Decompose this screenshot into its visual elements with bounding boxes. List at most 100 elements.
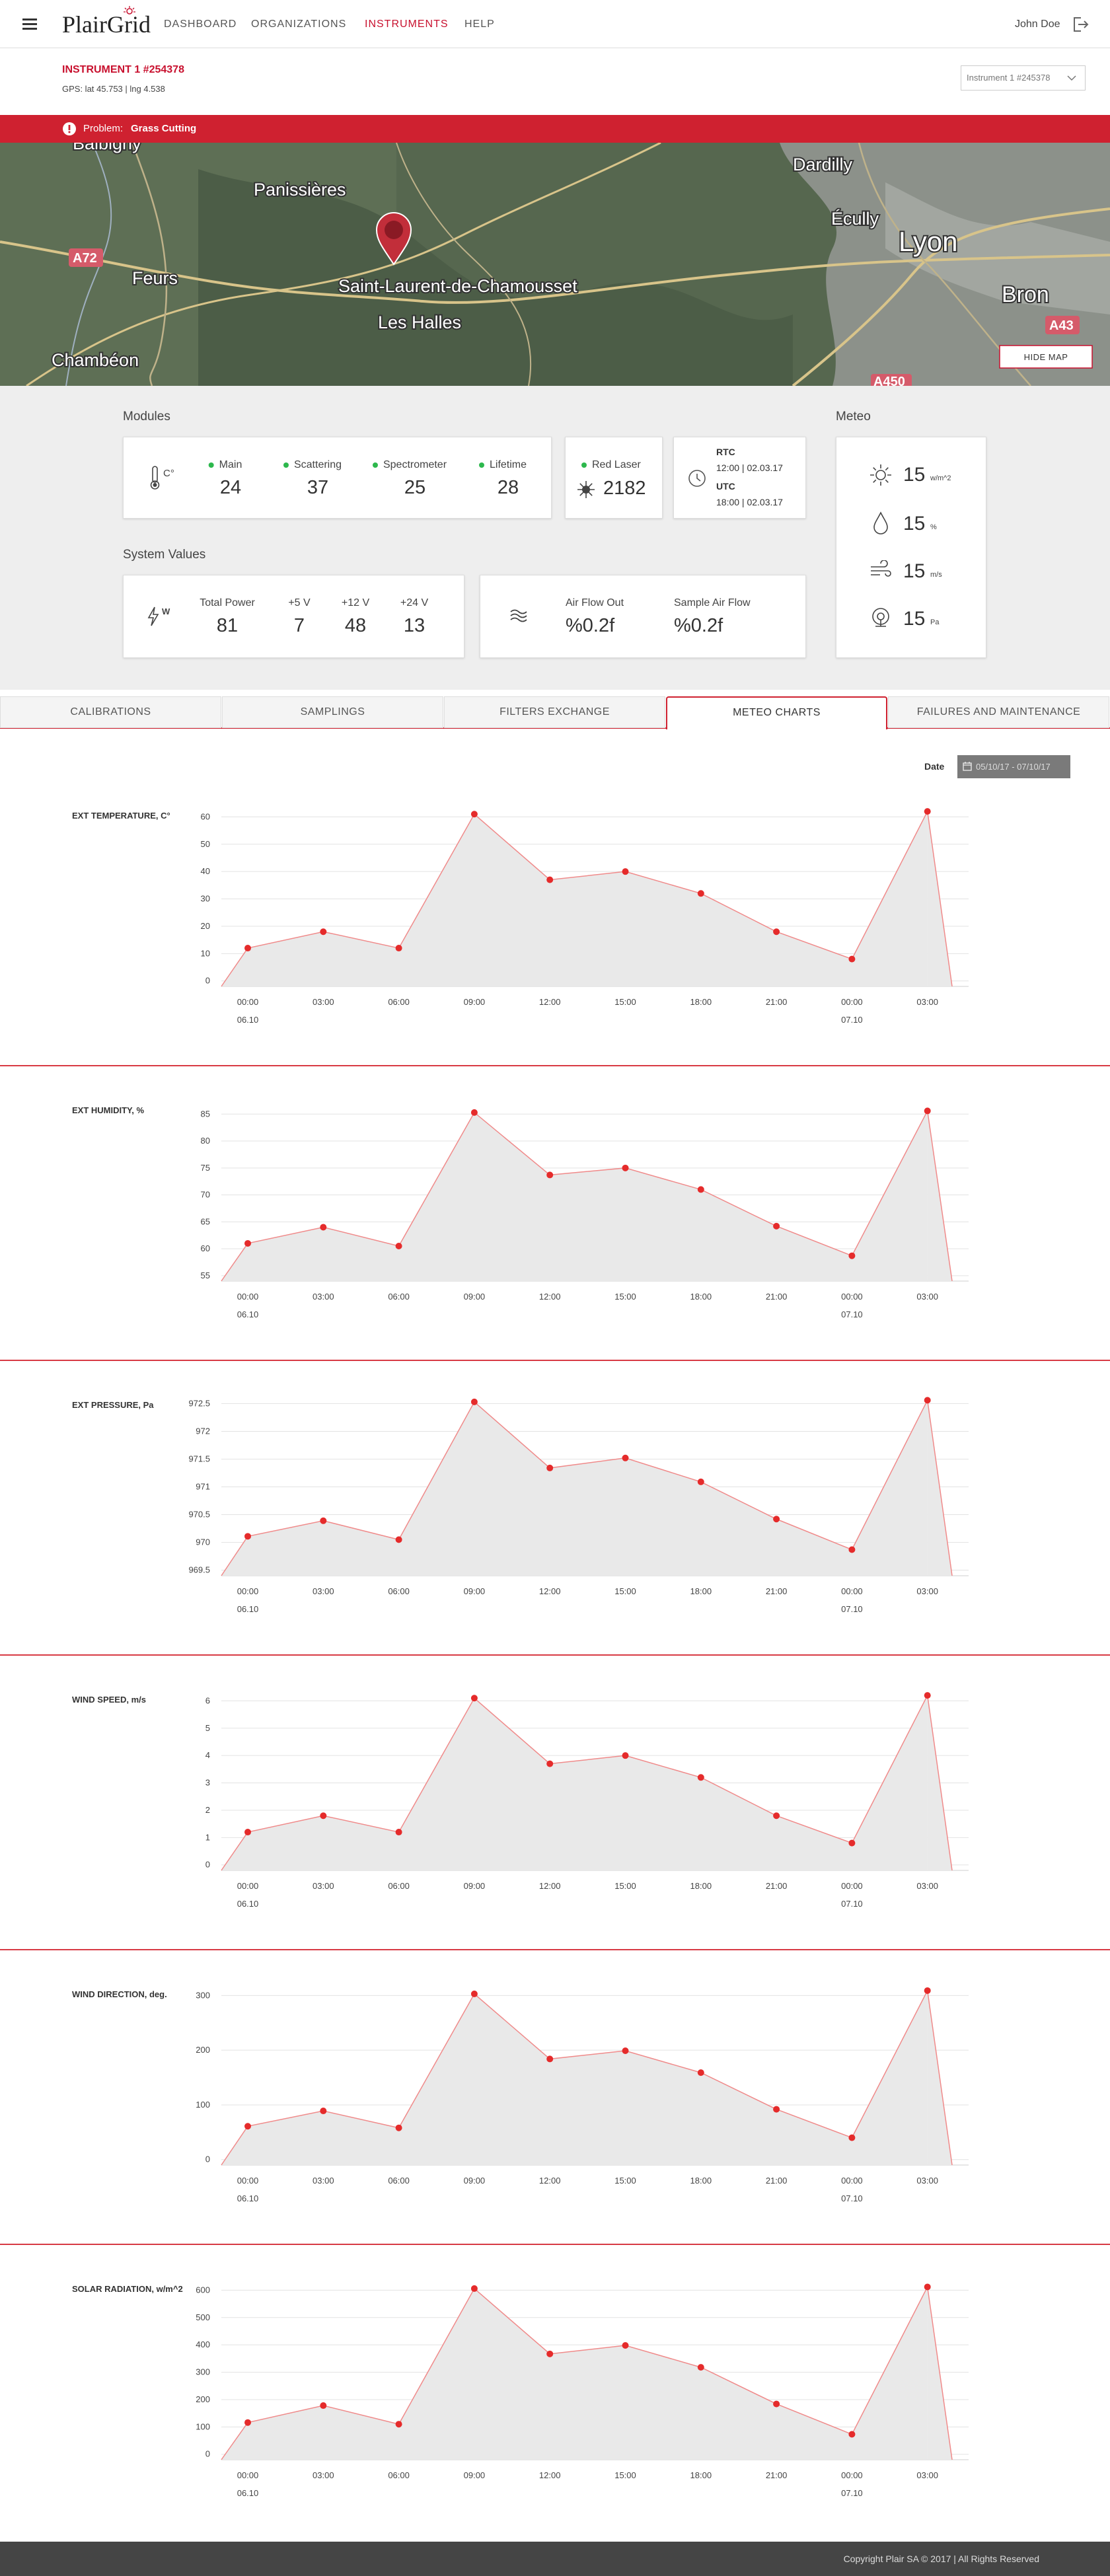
point xyxy=(320,2402,327,2410)
logout-icon[interactable] xyxy=(1072,16,1089,33)
point xyxy=(395,1829,402,1836)
instrument-select[interactable]: Instrument 1 #245378 xyxy=(961,65,1086,91)
x-tick-label: 21:00 xyxy=(766,2176,788,2186)
x-date-label: 07.10 xyxy=(841,2488,863,2498)
road-badge: A43 xyxy=(1049,318,1074,333)
label: Spectrometer xyxy=(383,459,447,470)
x-tick-label: 09:00 xyxy=(464,2176,486,2186)
x-tick-label: 09:00 xyxy=(464,1586,486,1596)
line-chart: 0 100 200 300 00:00 06.10 03:00 06:00 09:00 12:00… xyxy=(0,1987,1110,2245)
x-tick-label: 21:00 xyxy=(766,2470,788,2480)
status-dot xyxy=(581,462,587,468)
menu-icon[interactable] xyxy=(22,18,38,30)
flow-label: Sample Air Flow xyxy=(674,597,751,608)
nav-link[interactable]: ORGANIZATIONS xyxy=(251,18,347,30)
tab[interactable]: CALIBRATIONS xyxy=(0,696,221,728)
x-tick-label: 00:00 xyxy=(841,997,863,1007)
y-tick-label: 6 xyxy=(205,1695,210,1705)
point xyxy=(244,1239,251,1247)
user-name[interactable]: John Doe xyxy=(1015,18,1060,30)
hide-map-button[interactable] xyxy=(999,345,1093,369)
x-tick-label: 03:00 xyxy=(916,1292,938,1302)
x-tick-label: 09:00 xyxy=(464,997,486,1007)
point xyxy=(244,2419,251,2426)
clock-value: 12:00 | 02.03.17 xyxy=(716,462,783,473)
point xyxy=(622,868,629,875)
footer: Copyright Plair SA © 2017 | All Rights R… xyxy=(0,2542,1110,2576)
x-date-label: 07.10 xyxy=(841,1899,863,1909)
point xyxy=(848,2431,856,2438)
point xyxy=(848,955,856,963)
chart-title: WIND DIRECTION, deg. xyxy=(72,1989,167,1999)
x-tick-label: 21:00 xyxy=(766,1586,788,1596)
map[interactable]: Balbigny Panissières Dardilly Écully Lyo… xyxy=(0,143,1110,386)
x-tick-label: 00:00 xyxy=(841,1881,863,1891)
point xyxy=(320,928,327,936)
y-tick-label: 40 xyxy=(201,866,210,876)
power-value: 48 xyxy=(344,615,367,636)
alert-icon xyxy=(63,122,76,135)
clock-label: UTC xyxy=(716,481,735,492)
date-label: Date xyxy=(924,761,945,772)
date-button[interactable]: 05/10/17 - 07/10/17 xyxy=(957,755,1070,778)
point xyxy=(697,890,704,897)
x-tick-label: 15:00 xyxy=(614,997,636,1007)
status-dot xyxy=(478,462,484,468)
area xyxy=(248,1400,928,1576)
flow-icon xyxy=(510,609,527,622)
point xyxy=(395,2421,402,2428)
x-date-label: 06.10 xyxy=(237,2193,259,2203)
map-place: Les Halles xyxy=(378,313,461,332)
hide-map-label[interactable]: HIDE MAP xyxy=(1024,352,1068,362)
x-date-label: 06.10 xyxy=(237,1899,259,1909)
y-tick-label: 5 xyxy=(205,1723,210,1733)
road-badge: A72 xyxy=(73,251,97,266)
point xyxy=(622,1164,629,1171)
power-label: +5 V xyxy=(288,597,311,608)
y-tick-label: 3 xyxy=(205,1778,210,1788)
x-tick-label: 00:00 xyxy=(237,2470,259,2480)
x-date-label: 07.10 xyxy=(841,2193,863,2203)
x-tick-label: 18:00 xyxy=(690,1586,712,1596)
y-tick-label: 80 xyxy=(201,1136,210,1146)
point xyxy=(697,1774,704,1781)
x-tick-label: 15:00 xyxy=(614,2176,636,2186)
section-heading: System Values xyxy=(123,548,206,562)
map-pin[interactable] xyxy=(375,212,412,266)
nav-link[interactable]: DASHBOARD xyxy=(164,18,237,30)
x-tick-label: 03:00 xyxy=(916,1881,938,1891)
power-icon xyxy=(147,607,159,626)
point xyxy=(773,1516,780,1523)
point xyxy=(848,1546,856,1553)
y-tick-label: 400 xyxy=(196,2339,210,2349)
x-tick-label: 06:00 xyxy=(388,1292,410,1302)
point xyxy=(622,1752,629,1759)
chevron xyxy=(1067,75,1076,81)
modules-card: C° Main 24 Scattering 37 Spectrometer 25 Lifet… xyxy=(123,437,552,519)
tab[interactable]: FAILURES AND MAINTENANCE xyxy=(888,696,1109,728)
meteo-unit: m/s xyxy=(930,571,942,579)
logo[interactable]: PlairGrid xyxy=(62,11,151,38)
y-tick-label: 971.5 xyxy=(188,1454,210,1463)
y-tick-label: 4 xyxy=(205,1750,210,1760)
point xyxy=(395,1536,402,1543)
tab[interactable]: FILTERS EXCHANGE xyxy=(444,696,665,728)
x-tick-label: 06:00 xyxy=(388,2470,410,2480)
tab[interactable]: METEO CHARTS xyxy=(666,696,887,729)
tab[interactable]: SAMPLINGS xyxy=(222,696,443,728)
label: Red Laser xyxy=(592,459,641,470)
area xyxy=(248,2287,928,2460)
point xyxy=(848,1252,856,1259)
label: Lifetime xyxy=(489,459,527,470)
nav-link[interactable]: HELP xyxy=(464,18,495,30)
laser-card: Red Laser 2182 xyxy=(565,437,663,519)
y-tick-label: 200 xyxy=(196,2394,210,2404)
point xyxy=(924,2283,931,2291)
meteo-value: 15 xyxy=(903,464,926,486)
nav-link[interactable]: INSTRUMENTS xyxy=(365,18,449,30)
gps: GPS: lat 45.753 | lng 4.538 xyxy=(62,84,165,94)
y-tick-label: 30 xyxy=(201,894,210,904)
x-tick-label: 03:00 xyxy=(313,2176,334,2186)
y-tick-label: 100 xyxy=(196,2421,210,2431)
